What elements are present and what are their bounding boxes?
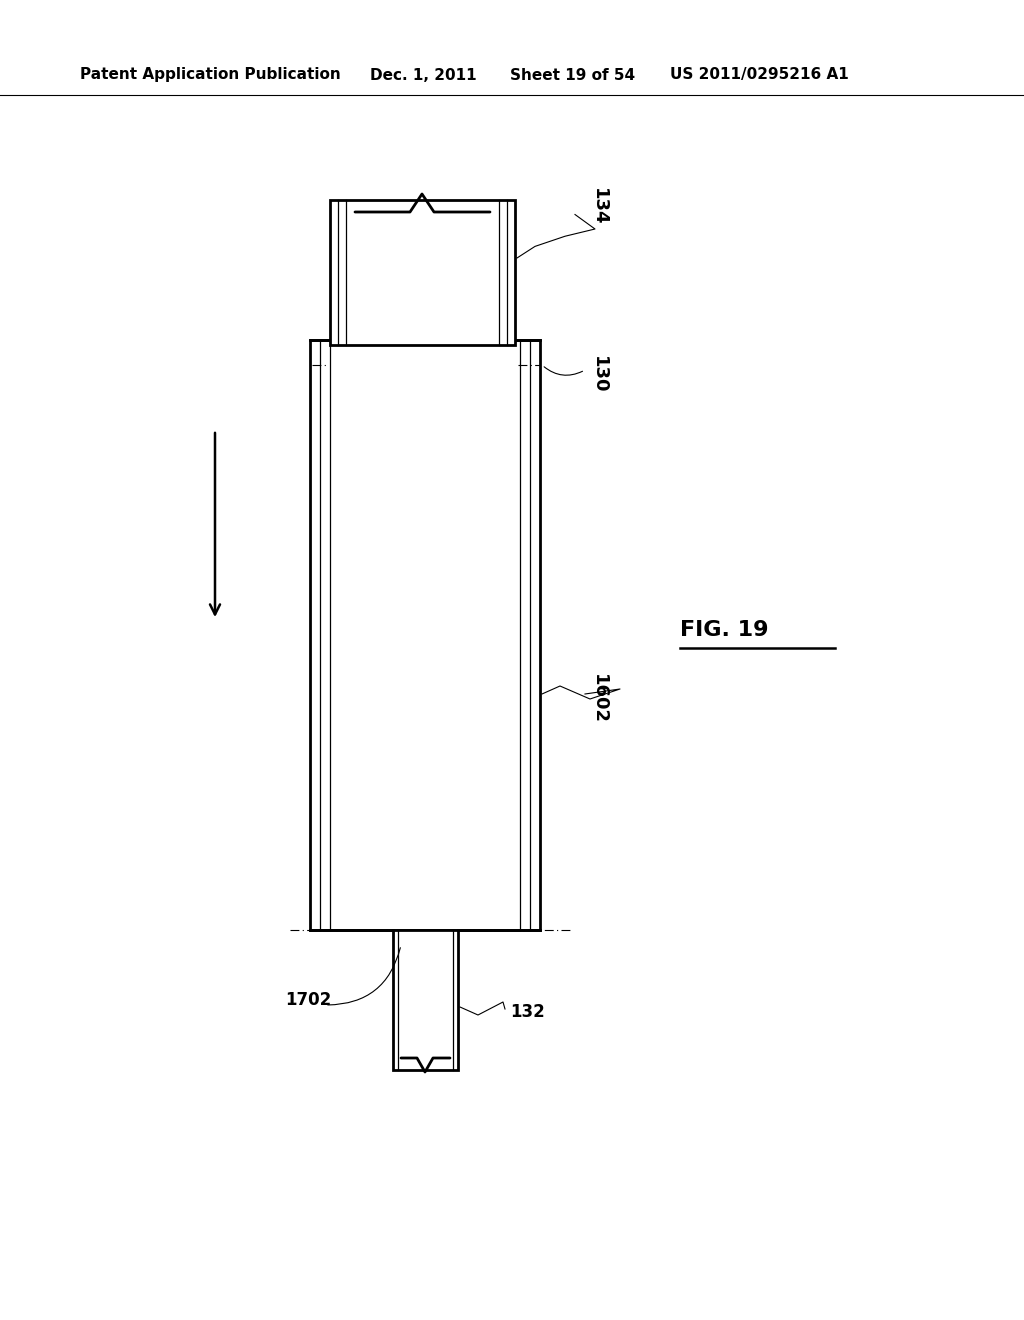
Text: Dec. 1, 2011: Dec. 1, 2011 bbox=[370, 67, 476, 82]
Text: 132: 132 bbox=[510, 1003, 545, 1020]
Text: Sheet 19 of 54: Sheet 19 of 54 bbox=[510, 67, 635, 82]
Text: FIG. 19: FIG. 19 bbox=[680, 620, 768, 640]
Bar bbox=[310, 341, 540, 931]
Text: 134: 134 bbox=[590, 189, 608, 226]
Text: 1702: 1702 bbox=[285, 991, 331, 1008]
Text: 130: 130 bbox=[590, 356, 608, 393]
Bar bbox=[393, 931, 458, 1071]
Text: Patent Application Publication: Patent Application Publication bbox=[80, 67, 341, 82]
Bar bbox=[330, 201, 515, 345]
Text: 1602: 1602 bbox=[590, 675, 608, 723]
Text: US 2011/0295216 A1: US 2011/0295216 A1 bbox=[670, 67, 849, 82]
